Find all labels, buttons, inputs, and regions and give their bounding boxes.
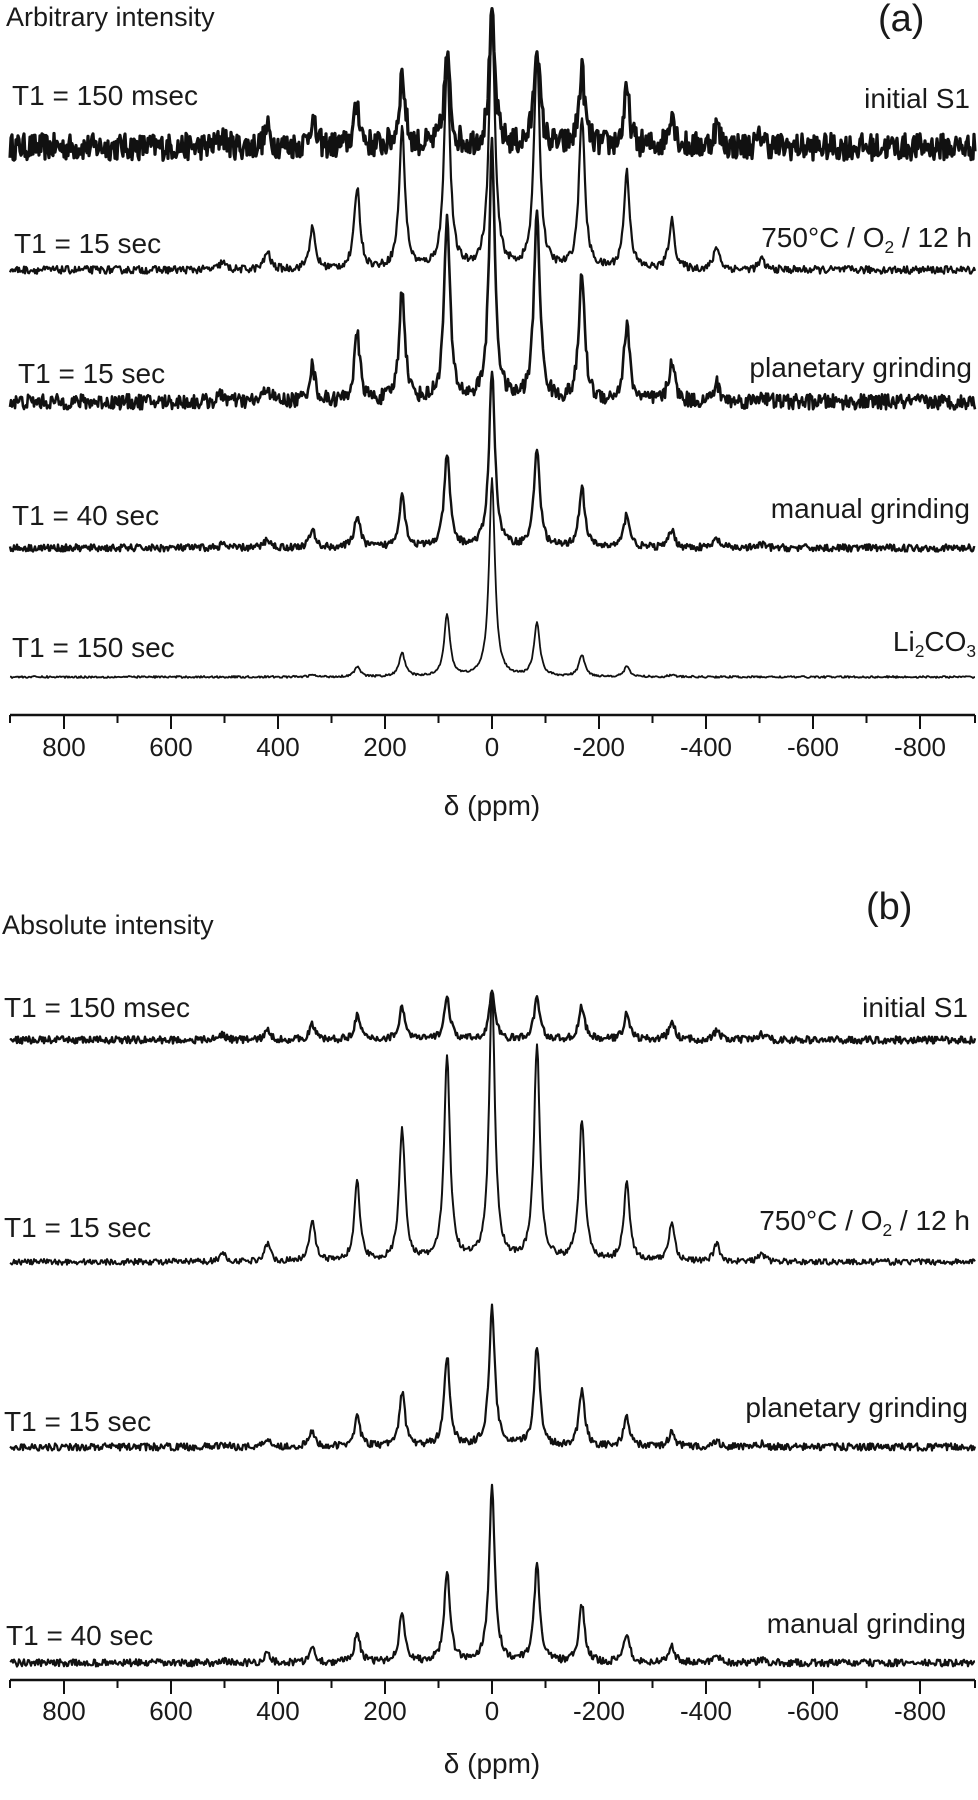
panel-a-t1-label-4: T1 = 40 sec — [12, 500, 160, 531]
subscript: 3 — [966, 641, 976, 662]
x-tick-label: -200 — [572, 1696, 626, 1726]
x-tick-label: 800 — [42, 1696, 86, 1726]
subscript: 2 — [914, 641, 925, 662]
x-tick-label: 400 — [256, 732, 300, 762]
panel-b-letter: (b) — [866, 886, 913, 928]
x-tick-label: 400 — [256, 1696, 300, 1726]
panel-a-t1-label-5: T1 = 150 sec — [12, 632, 175, 663]
panel-b-sample-label-3: planetary grinding — [745, 1392, 968, 1423]
panel-b-t1-label-1: T1 = 150 msec — [4, 992, 190, 1023]
x-tick-label: 200 — [363, 732, 407, 762]
x-tick-label: 200 — [363, 1696, 407, 1726]
panel-b-sample-label-4: manual grinding — [766, 1608, 966, 1639]
spectrum-trace — [8, 136, 977, 411]
x-tick-label: 800 — [42, 732, 86, 762]
sample-text: / 12 h — [892, 1205, 970, 1236]
panel-a-t1-label-1: T1 = 150 msec — [12, 80, 198, 111]
x-tick-label: -200 — [572, 732, 626, 762]
panel-a-sample-label-2: 750°C / O2 / 12 h — [761, 222, 972, 258]
spectrum-trace — [8, 8, 977, 275]
panel-a-t1-label-2: T1 = 15 sec — [14, 228, 162, 259]
spectrum-trace — [9, 1303, 977, 1452]
panel-a-sample-label-5: Li2CO3 — [892, 626, 976, 662]
sample-text: Li — [892, 626, 915, 657]
panel-a-t1-label-3: T1 = 15 sec — [18, 358, 166, 389]
x-tick-label: 0 — [484, 1696, 500, 1726]
panel-b-sample-label-1: initial S1 — [862, 992, 968, 1023]
panel-b-spectra — [9, 989, 977, 1694]
panel-a-letter: (a) — [878, 0, 925, 40]
panel-a-sample-label-3: planetary grinding — [749, 352, 972, 383]
spectrum-trace — [9, 477, 975, 679]
x-tick-label: -400 — [679, 732, 733, 762]
panel-a-title: Arbitrary intensity — [6, 2, 215, 32]
panel-a-sample-label-1: initial S1 — [864, 83, 970, 114]
sample-text: 750°C / O — [761, 222, 885, 253]
subscript: 2 — [884, 237, 895, 258]
panel-b-t1-label-4: T1 = 40 sec — [6, 1620, 154, 1651]
spectrum-trace — [9, 989, 976, 1266]
spectrum-trace — [9, 1483, 976, 1668]
panel-b-t1-label-3: T1 = 15 sec — [4, 1406, 152, 1437]
x-tick-label: -600 — [786, 732, 840, 762]
x-tick-label: -800 — [893, 1696, 947, 1726]
panel-a-x-axis-label: δ (ppm) — [443, 790, 541, 821]
x-tick-label: -800 — [893, 732, 947, 762]
sample-text: / 12 h — [894, 222, 972, 253]
panel-a-sample-label-4: manual grinding — [770, 493, 970, 524]
spectrum-trace — [8, 370, 976, 553]
subscript: 2 — [882, 1220, 893, 1241]
x-tick-label: -400 — [679, 1696, 733, 1726]
panel-a-spectra — [8, 7, 977, 729]
panel-b-x-axis-label: δ (ppm) — [443, 1748, 541, 1779]
panel-b-sample-label-2: 750°C / O2 / 12 h — [759, 1205, 970, 1241]
x-tick-label: 600 — [149, 732, 193, 762]
panel-b-t1-label-2: T1 = 15 sec — [4, 1212, 152, 1243]
sample-text: CO — [924, 626, 967, 657]
x-tick-label: 0 — [484, 732, 500, 762]
x-tick-label: -600 — [786, 1696, 840, 1726]
sample-text: 750°C / O — [759, 1205, 883, 1236]
x-tick-label: 600 — [149, 1696, 193, 1726]
panel-b-title: Absolute intensity — [2, 910, 214, 940]
